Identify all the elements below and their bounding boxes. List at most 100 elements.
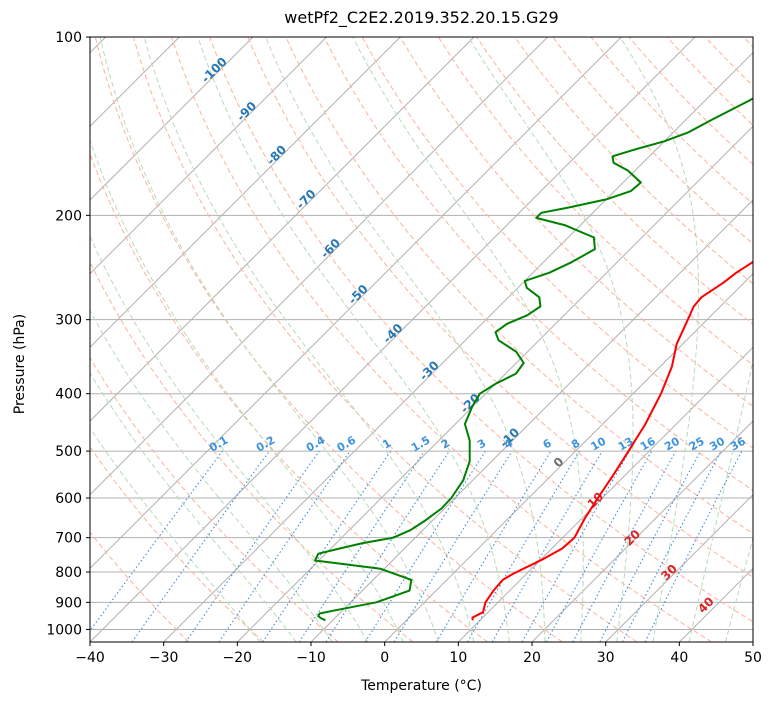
dry-adiabat-line [552,37,753,245]
isotherm-line [90,37,622,570]
chart-title: wetPf2_C2E2.2019.352.20.15.G29 [284,8,559,27]
dry-adiabat-line [743,37,753,48]
isotherm-line [531,420,753,642]
x-axis-label: Temperature (°C) [361,678,482,694]
mixing-ratio-line [644,450,743,642]
mixing-ratio-line [599,450,701,642]
x-tick-label: 10 [449,650,467,666]
dry-adiabat-line [90,531,190,642]
dry-adiabat-line [247,37,753,578]
dry-adiabat-line [514,37,753,285]
x-tick-label: −20 [223,650,253,666]
moist-adiabat-line [688,358,753,642]
dry-adiabat-line [476,37,753,325]
mixing-ratio-line [393,450,513,642]
grid-layer [90,36,753,630]
isotherm-line [90,37,401,349]
mixing-ratio-line [90,450,223,632]
dry-adiabat-line [209,37,753,623]
ticks-layer: −40 −30 −20 −10 0 10 20 30 40 5010020030040050060… [46,30,762,666]
background-lines-layer [90,37,753,642]
profile-series-line [314,97,753,622]
dry-adiabat-line [590,37,753,205]
mixing-ratio-line [298,450,425,642]
dry-adiabat-line [323,37,753,491]
moist-adiabat-label: 20 [621,527,643,549]
dry-adiabat-label: -50 [346,282,371,307]
moist-adiabat-line [90,138,404,642]
moist-adiabat-line [143,37,475,642]
dry-adiabat-line [437,37,753,366]
dry-adiabat-line [132,37,638,642]
x-tick-label: −30 [149,650,179,666]
x-tick-label: −40 [75,650,105,666]
moist-adiabat-line [90,309,333,642]
isotherm-line [90,37,549,496]
isotherm-line [457,346,753,642]
x-tick-label: 30 [597,650,615,666]
isotherm-line [678,567,753,642]
profile-series-line [471,260,753,621]
dry-adiabat-line [361,37,753,449]
isotherm-line [384,272,753,642]
mixing-ratio-label: 3 [475,437,488,452]
dry-adiabat-line [285,37,753,535]
mixing-ratio-line [545,450,653,642]
mixing-ratio-line [185,450,320,642]
moist-adiabat-label: 0 [551,454,567,470]
mixing-ratio-line [325,450,450,642]
y-tick-label: 100 [55,30,82,46]
moist-adiabat-line [90,427,261,642]
moist-adiabat-line [352,37,584,642]
mixing-ratio-line [435,450,552,642]
x-tick-label: −10 [296,650,326,666]
moist-adiabat-line [725,536,753,642]
y-axis-label: Pressure (hPa) [12,313,28,415]
dry-adiabat-label: -30 [417,358,442,383]
moist-adiabat-line [197,37,510,642]
isotherm-line [236,125,753,642]
moist-adiabat-line [99,37,439,642]
dry-adiabat-line [90,446,264,642]
x-tick-label: 40 [670,650,688,666]
dry-adiabat-label: -60 [318,236,343,261]
moist-adiabat-line [90,235,369,642]
mixing-ratio-line [218,450,351,642]
y-tick-label: 200 [55,208,82,224]
moist-adiabat-label: 30 [658,562,680,584]
x-tick-label: 0 [380,650,389,666]
dry-adiabat-label: -10 [497,425,522,450]
isotherm-line [90,37,475,422]
y-tick-label: 800 [55,565,82,581]
mixing-ratio-line [572,450,677,642]
line-labels-layer: 0.1 0.2 0.4 0.6 1 1.5 2 3 4 6 8 10 13 16 20 25 30 36-100-… [199,55,749,616]
isotherm-line [90,37,328,275]
y-tick-label: 500 [55,444,82,460]
dry-adiabat-line [94,37,563,642]
moist-adiabat-line [619,37,699,642]
isotherm-line [163,51,753,642]
dry-adiabat-line [171,37,712,642]
isotherm-line [752,641,753,642]
mixing-ratio-label: 6 [541,436,554,451]
mixing-ratio-label: 2 [439,437,452,452]
mixing-ratio-label: 1 [380,437,393,452]
y-tick-label: 600 [55,491,82,507]
y-tick-label: 1000 [46,622,82,638]
dry-adiabat-line [666,37,753,126]
dry-adiabat-line [90,356,339,642]
dry-adiabat-line [90,260,414,642]
mixing-ratio-label: 8 [569,437,582,452]
isotherm-line [90,37,696,642]
y-tick-label: 300 [55,313,82,329]
y-tick-label: 900 [55,595,82,611]
dry-adiabat-line [704,37,753,87]
moist-adiabat-line [265,37,546,642]
y-tick-label: 400 [55,387,82,403]
dry-adiabat-line [90,152,488,642]
mixing-ratio-line [262,450,392,642]
dry-adiabat-line [399,37,753,407]
series-layer [314,97,753,622]
moist-adiabat-line [90,371,297,642]
